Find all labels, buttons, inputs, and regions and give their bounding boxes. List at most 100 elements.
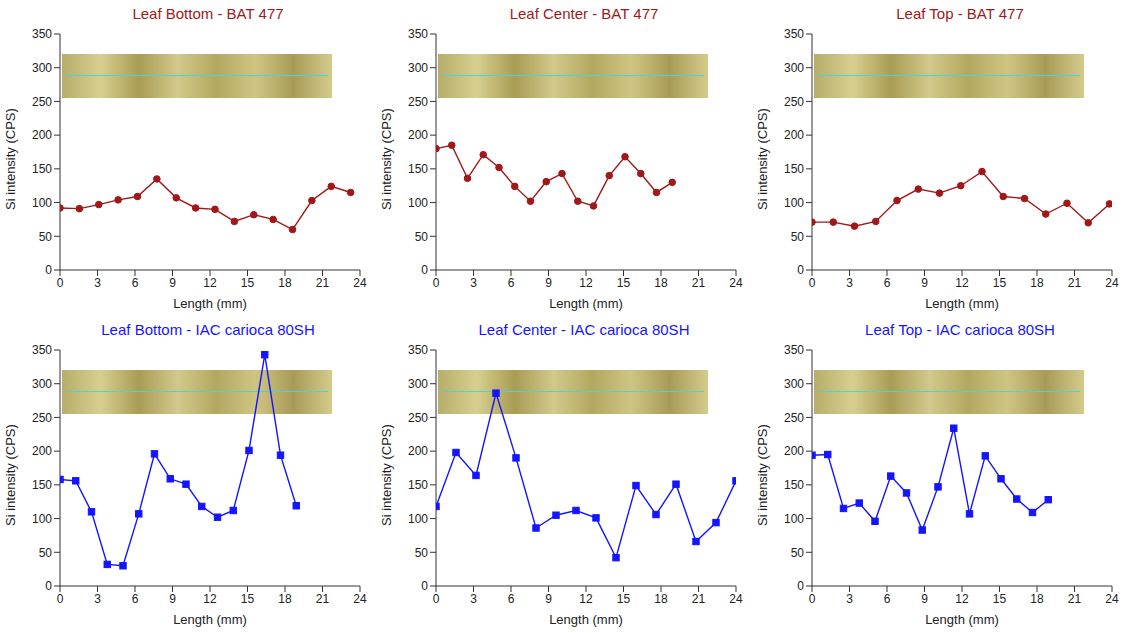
svg-text:100: 100 [784, 196, 804, 210]
svg-text:12: 12 [203, 592, 217, 606]
svg-text:6: 6 [884, 276, 891, 290]
svg-text:9: 9 [921, 276, 928, 290]
svg-text:3: 3 [94, 276, 101, 290]
svg-text:300: 300 [784, 377, 804, 391]
svg-text:150: 150 [784, 162, 804, 176]
svg-text:0: 0 [797, 579, 804, 593]
svg-text:0: 0 [809, 276, 816, 290]
svg-text:50: 50 [39, 546, 53, 560]
svg-text:9: 9 [545, 276, 552, 290]
svg-text:Si intensity (CPS): Si intensity (CPS) [380, 424, 394, 526]
svg-text:0: 0 [45, 579, 52, 593]
svg-text:150: 150 [784, 478, 804, 492]
svg-text:350: 350 [408, 27, 428, 41]
svg-text:50: 50 [415, 230, 429, 244]
svg-text:0: 0 [809, 592, 816, 606]
svg-text:21: 21 [692, 276, 706, 290]
svg-text:15: 15 [241, 592, 255, 606]
svg-text:12: 12 [579, 276, 593, 290]
svg-text:0: 0 [57, 276, 64, 290]
svg-text:300: 300 [784, 61, 804, 75]
svg-text:350: 350 [784, 343, 804, 357]
svg-text:350: 350 [32, 27, 52, 41]
svg-text:24: 24 [1105, 276, 1119, 290]
svg-text:6: 6 [884, 592, 891, 606]
svg-text:200: 200 [32, 128, 52, 142]
svg-text:Length (mm): Length (mm) [925, 296, 999, 311]
svg-text:0: 0 [45, 263, 52, 277]
svg-text:12: 12 [579, 592, 593, 606]
svg-text:Si intensity (CPS): Si intensity (CPS) [4, 424, 18, 526]
svg-text:150: 150 [32, 162, 52, 176]
svg-text:200: 200 [784, 444, 804, 458]
svg-text:6: 6 [132, 276, 139, 290]
svg-text:21: 21 [692, 592, 706, 606]
svg-text:200: 200 [408, 128, 428, 142]
svg-text:Length (mm): Length (mm) [549, 612, 623, 627]
svg-text:3: 3 [846, 276, 853, 290]
svg-text:18: 18 [654, 276, 668, 290]
svg-text:3: 3 [470, 592, 477, 606]
svg-text:3: 3 [94, 592, 101, 606]
svg-text:350: 350 [408, 343, 428, 357]
svg-text:300: 300 [408, 377, 428, 391]
svg-text:250: 250 [784, 411, 804, 425]
svg-text:21: 21 [316, 592, 330, 606]
svg-text:50: 50 [791, 546, 805, 560]
svg-text:50: 50 [791, 230, 805, 244]
svg-text:9: 9 [545, 592, 552, 606]
svg-text:12: 12 [955, 276, 969, 290]
svg-text:50: 50 [39, 230, 53, 244]
svg-text:12: 12 [955, 592, 969, 606]
svg-text:24: 24 [353, 592, 367, 606]
svg-text:18: 18 [1030, 276, 1044, 290]
svg-text:100: 100 [32, 196, 52, 210]
svg-text:300: 300 [408, 61, 428, 75]
svg-text:15: 15 [241, 276, 255, 290]
svg-text:24: 24 [353, 276, 367, 290]
svg-text:150: 150 [32, 478, 52, 492]
svg-text:21: 21 [316, 276, 330, 290]
svg-text:24: 24 [729, 592, 743, 606]
svg-text:100: 100 [408, 196, 428, 210]
svg-text:21: 21 [1068, 276, 1082, 290]
svg-text:Length (mm): Length (mm) [173, 612, 247, 627]
svg-text:100: 100 [784, 512, 804, 526]
svg-text:250: 250 [784, 95, 804, 109]
svg-text:Si intensity (CPS): Si intensity (CPS) [756, 108, 770, 210]
svg-text:0: 0 [421, 579, 428, 593]
svg-text:Si intensity (CPS): Si intensity (CPS) [4, 108, 18, 210]
svg-text:50: 50 [415, 546, 429, 560]
svg-text:24: 24 [1105, 592, 1119, 606]
svg-text:Length (mm): Length (mm) [925, 612, 999, 627]
svg-text:350: 350 [784, 27, 804, 41]
svg-text:150: 150 [408, 162, 428, 176]
svg-text:0: 0 [421, 263, 428, 277]
svg-text:18: 18 [654, 592, 668, 606]
svg-text:100: 100 [408, 512, 428, 526]
svg-text:3: 3 [846, 592, 853, 606]
svg-text:18: 18 [278, 276, 292, 290]
svg-text:200: 200 [32, 444, 52, 458]
svg-text:Si intensity (CPS): Si intensity (CPS) [756, 424, 770, 526]
svg-text:Length (mm): Length (mm) [173, 296, 247, 311]
svg-text:200: 200 [408, 444, 428, 458]
svg-text:18: 18 [278, 592, 292, 606]
svg-text:15: 15 [617, 592, 631, 606]
svg-text:15: 15 [993, 276, 1007, 290]
svg-text:Si intensity (CPS): Si intensity (CPS) [380, 108, 394, 210]
svg-text:150: 150 [408, 478, 428, 492]
svg-text:250: 250 [408, 95, 428, 109]
svg-text:0: 0 [797, 263, 804, 277]
svg-text:15: 15 [993, 592, 1007, 606]
svg-text:21: 21 [1068, 592, 1082, 606]
svg-text:250: 250 [32, 95, 52, 109]
svg-text:0: 0 [433, 276, 440, 290]
svg-text:250: 250 [32, 411, 52, 425]
svg-text:250: 250 [408, 411, 428, 425]
svg-text:12: 12 [203, 276, 217, 290]
svg-text:300: 300 [32, 377, 52, 391]
svg-text:6: 6 [508, 592, 515, 606]
svg-text:350: 350 [32, 343, 52, 357]
svg-text:18: 18 [1030, 592, 1044, 606]
